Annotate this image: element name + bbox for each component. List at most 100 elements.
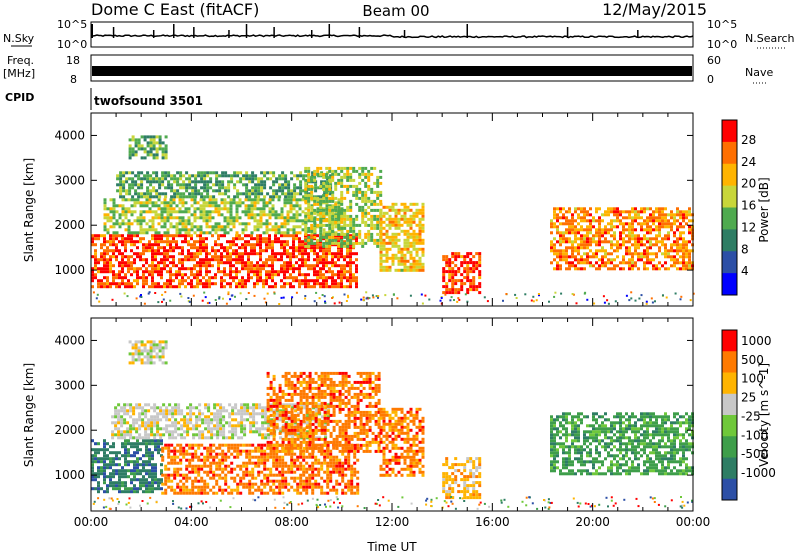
echo-cell [265,276,268,280]
echo-cell [343,196,347,200]
echo-cell [137,138,141,142]
echo-cell [97,285,100,289]
echo-cell [164,177,168,181]
echo-cell [331,214,335,218]
echo-cell [637,240,640,244]
echo-cell [313,270,316,274]
echo-cell [409,268,413,272]
echo-cell [344,485,348,489]
echo-cell [91,460,94,464]
echo-cell [319,276,322,280]
echo-cell [128,177,132,181]
echo-cell [205,219,209,223]
echo-cell [262,201,266,205]
echo-cell [331,172,335,176]
echo-cell [138,433,142,437]
echo-cell [298,258,301,262]
echo-cell [316,213,320,217]
echo-cell [292,240,295,244]
echo-cell [334,273,337,277]
echo-cell [164,174,168,178]
echo-cell [676,246,679,250]
echo-cell [356,491,360,495]
echo-cell [109,249,112,253]
echo-cell [206,485,210,489]
echo-cell [103,258,106,262]
echo-cell [415,259,419,263]
echo-cell [170,186,174,190]
echo-cell [221,458,225,462]
echo-cell [667,267,670,271]
echo-cell [325,258,328,262]
echo-cell [130,240,133,244]
echo-cell [583,228,586,232]
echo-cell [613,243,616,247]
echo-cell [394,253,398,257]
echo-cell [119,180,123,184]
echo-cell [130,460,133,464]
echo-cell [352,276,355,280]
echo-cell [271,240,274,244]
echo-cell [215,183,219,187]
echo-cell [142,442,145,446]
echo-cell [661,243,664,247]
echo-cell [316,279,319,283]
echo-cell [124,481,127,485]
echo-cell [106,442,109,446]
echo-cell [130,204,134,208]
echo-cell [157,207,161,211]
echo-cell [173,449,177,453]
echo-cell [334,252,337,256]
echo-cell [172,255,175,259]
echo-cell [322,276,325,280]
echo-cell [188,461,192,465]
echo-cell [106,448,109,452]
echo-cell [406,223,410,227]
echo-cell [340,279,343,283]
echo-cell [187,207,191,211]
echo-cell [178,207,182,211]
echo-cell [358,166,362,170]
echo-cell [321,294,324,296]
echo-cell [185,467,189,471]
echo-cell [589,219,592,223]
echo-cell [226,216,230,220]
echo-cell [146,174,150,178]
echo-cell [460,261,464,265]
echo-cell [586,255,589,259]
echo-cell [106,228,110,232]
echo-cell [112,475,115,479]
echo-cell [661,222,664,226]
echo-cell [418,265,422,269]
echo-cell [152,138,156,142]
echo-cell [376,241,380,245]
echo-cell [278,473,282,477]
echo-cell [338,470,342,474]
echo-cell [199,279,202,283]
echo-cell [400,256,404,260]
echo-cell [166,237,169,241]
echo-cell [109,478,112,482]
echo-cell [100,469,103,473]
echo-cell [205,249,208,253]
echo-cell [311,171,315,175]
echo-cell [361,190,365,194]
echo-cell [112,255,115,259]
echo-cell [293,183,297,187]
echo-cell [268,258,271,262]
echo-cell [304,264,307,268]
echo-cell [616,264,619,268]
echo-cell [289,273,292,277]
echo-cell [343,172,347,176]
echo-cell [178,270,181,274]
echo-cell [317,467,321,471]
echo-cell [182,180,186,184]
echo-cell [215,473,219,477]
echo-cell [313,273,316,277]
echo-cell [127,475,130,479]
echo-cell [112,201,116,205]
echo-cell [346,190,350,194]
echo-cell [537,293,540,295]
echo-cell [256,279,259,283]
echo-cell [112,240,115,244]
